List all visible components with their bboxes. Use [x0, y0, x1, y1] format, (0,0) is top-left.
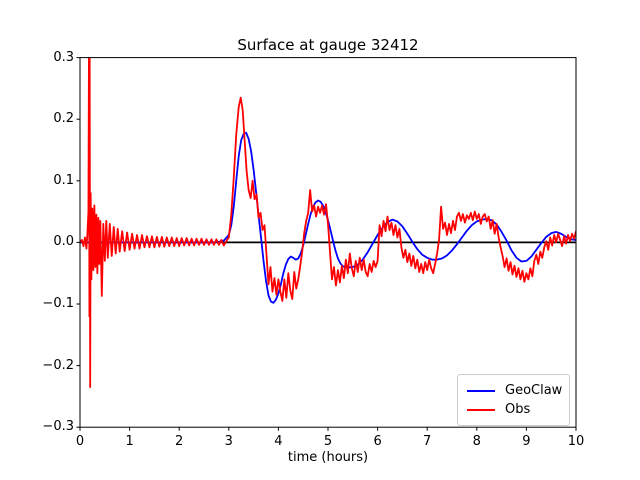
x-tick-label: 10 [567, 434, 585, 449]
y-tick-label: −0.2 [42, 357, 74, 373]
axes-spines [79, 57, 577, 428]
legend-line-swatch [467, 408, 495, 411]
chart-title: Surface at gauge 32412 [237, 36, 419, 54]
x-axis-label: time (hours) [287, 450, 369, 465]
legend-label: GeoClaw [505, 383, 563, 398]
legend: GeoClaw Obs [457, 374, 570, 426]
x-tick-label: 1 [125, 434, 134, 449]
x-tick-label: 8 [472, 434, 481, 449]
x-tick-label: 3 [224, 434, 233, 449]
x-tick-label: 9 [522, 434, 531, 449]
x-tick-label: 4 [274, 434, 283, 449]
y-tick-label: 0.0 [53, 234, 74, 250]
legend-line-swatch [467, 389, 495, 392]
y-tick-label: −0.1 [42, 296, 74, 311]
legend-label: Obs [505, 402, 531, 417]
x-tick-label: 2 [175, 434, 184, 449]
legend-entry-geoclaw: GeoClaw [467, 381, 563, 400]
series-geoclaw-line [80, 131, 576, 304]
x-tick-label: 7 [423, 434, 432, 449]
x-tick-label: 5 [323, 434, 333, 449]
y-tick-label: −0.3 [42, 419, 74, 435]
y-tick-label: 0.1 [53, 172, 74, 188]
legend-entry-obs: Obs [467, 400, 560, 419]
x-tick-label: 6 [373, 434, 382, 449]
y-tick-label: 0.2 [53, 111, 74, 127]
x-tick-label: 0 [75, 434, 85, 449]
series-obs-line [80, 57, 576, 389]
y-tick-label: 0.3 [53, 49, 74, 65]
